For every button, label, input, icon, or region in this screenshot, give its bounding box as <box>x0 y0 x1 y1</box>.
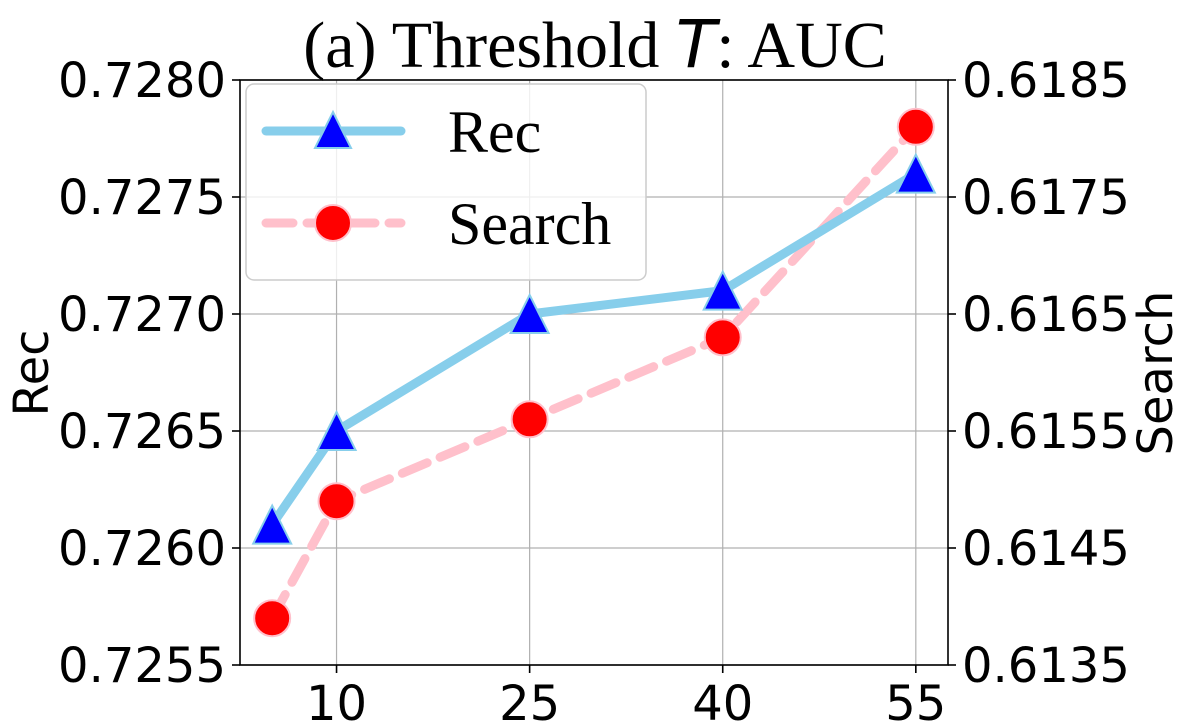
x-tick-label: 25 <box>499 676 560 726</box>
legend: Rec Search <box>245 83 647 281</box>
plot-frame <box>239 79 949 666</box>
rec-point-marker <box>315 409 358 451</box>
right-tick-label: 0.6165 <box>962 287 1130 343</box>
right-tick-label: 0.6185 <box>962 53 1130 109</box>
right-tick-label: 0.6155 <box>962 404 1130 460</box>
legend-search-label: Search <box>448 191 611 257</box>
x-tick-label: 10 <box>306 676 367 726</box>
left-tick-label: 0.7275 <box>58 170 226 226</box>
search-point-marker <box>896 107 935 146</box>
left-tick-label: 0.7265 <box>58 404 226 460</box>
legend-search-marker <box>314 204 352 242</box>
rec-point-marker <box>509 292 551 334</box>
x-tick-label: 55 <box>885 676 946 726</box>
left-tick-label: 0.7260 <box>58 521 226 577</box>
search-point-marker <box>510 400 549 439</box>
left-axis-label: Rec <box>4 329 60 416</box>
rec-point-marker <box>895 152 937 194</box>
legend-rec-marker <box>313 109 353 149</box>
left-tick-label: 0.7280 <box>58 53 226 109</box>
rec-point-marker <box>702 269 744 311</box>
series-layer <box>251 107 937 638</box>
chart-title: (a) Threshold T: AUC <box>303 6 887 83</box>
chart-title-suffix: : AUC <box>716 9 887 82</box>
search-point-marker <box>317 482 356 521</box>
search-point-marker <box>253 599 292 638</box>
right-tick-label: 0.6175 <box>962 170 1130 226</box>
legend-rec-label: Rec <box>448 99 541 165</box>
axes-layer: 10 25 40 55 0.7255 0.7260 0.7265 0.7270 0.7275 0.… <box>58 53 1130 726</box>
rec-point-marker <box>251 503 293 545</box>
x-tick-label: 40 <box>692 676 753 726</box>
left-tick-label: 0.7270 <box>58 287 226 343</box>
search-point-marker <box>703 318 742 357</box>
left-tick-label: 0.7255 <box>58 638 226 694</box>
chart-title-prefix: (a) Threshold <box>303 9 676 82</box>
right-tick-label: 0.6145 <box>962 521 1130 577</box>
right-tick-label: 0.6135 <box>962 638 1130 694</box>
right-axis-label: Search <box>1128 291 1184 456</box>
chart-title-variable: T <box>676 6 721 83</box>
